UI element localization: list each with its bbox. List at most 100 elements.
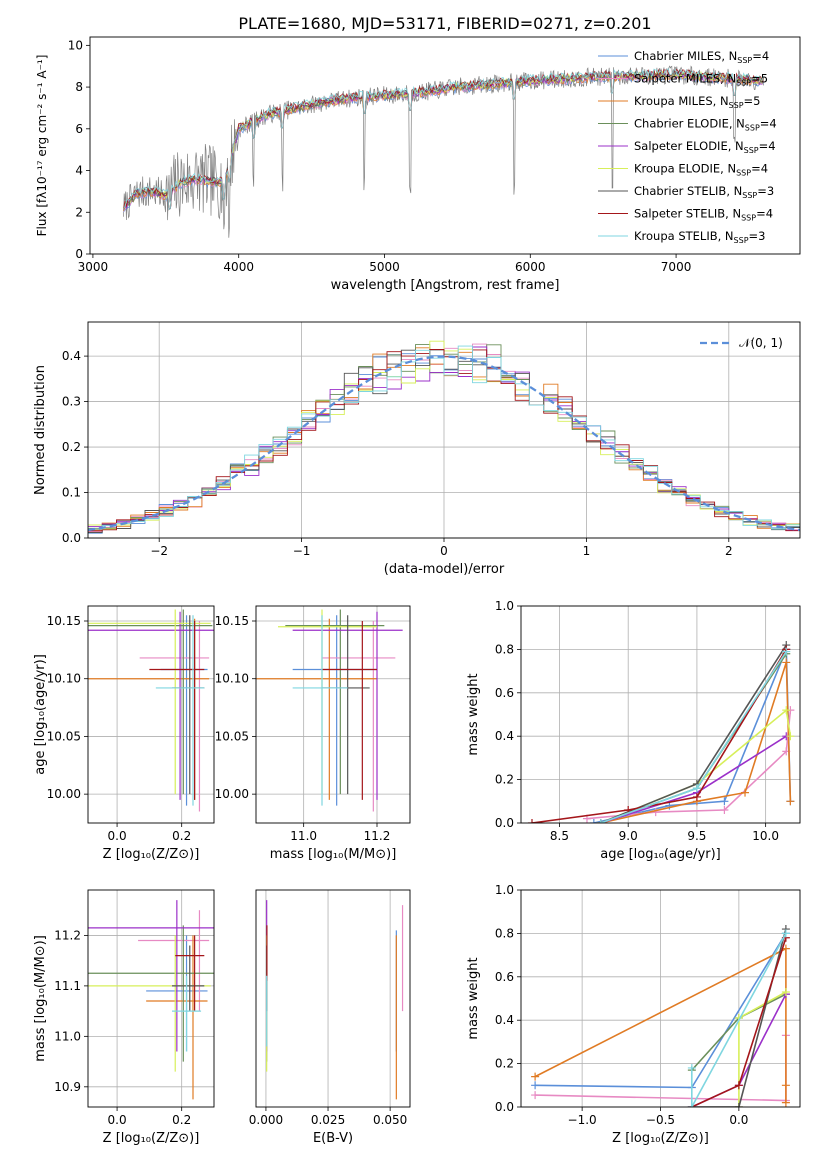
age_vs_mass-xtick-label: 11.2	[364, 829, 391, 843]
weight_vs_age-marker-chabrier_miles	[589, 819, 598, 823]
legend-value: =4	[756, 207, 773, 221]
legend-entry-chabrier_elodie: Chabrier ELODIE, NSSP=4	[634, 117, 777, 133]
spectrum-chart: 3000 4000 5000 6000 7000 0 2 4 6 8 10 wavelength [A…	[35, 36, 801, 293]
weight_vs_Z-marker-kroupa_elodie	[781, 987, 790, 996]
age_vs_mass-axes-frame: 11.0 11.2 10.00 10.05 10.10 10.15 mass [log₁₀(…	[215, 605, 411, 862]
weight_vs_Z-chart: −1.0 −0.5 0.0 0.0 0.2 0.4 0.6 0.8 1.0 Z [log₁₀(Z/…	[466, 883, 801, 1146]
residuals-ylabel: Normed distribution	[33, 365, 48, 495]
legend-entry-salpeter_miles: Salpeter MILES, NSSP=5	[634, 72, 768, 88]
legend-label: Salpeter STELIB, N	[634, 207, 741, 221]
age_vs_mass-ytick-label: 10.10	[215, 672, 249, 686]
age_vs_Z-ytick-label: 10.10	[47, 672, 81, 686]
age_vs_mass-ytick-label: 10.00	[215, 787, 249, 801]
residuals-xtick-label: 2	[725, 544, 733, 558]
weight_vs_age-marker-kroupa_elodie	[786, 732, 795, 741]
weight_vs_age-marker-kroupa_elodie	[782, 706, 791, 715]
weight_vs_Z-marker-chabrier_miles	[531, 1081, 540, 1090]
legend-entry-kroupa_elodie: Kroupa ELODIE, NSSP=4	[634, 162, 768, 178]
residuals-xtick-label: −2	[150, 544, 168, 558]
residuals-plot-area	[88, 340, 800, 534]
weight_vs_Z-marker-chabrier_stelib	[734, 1103, 743, 1107]
age_vs_Z-xlabel: Z [log₁₀(Z/Z⊙)]	[103, 847, 200, 862]
weight_vs_age-ytick-label: 0.4	[495, 729, 514, 743]
age_vs_Z-ytick-label: 10.15	[47, 614, 81, 628]
weight_vs_age-line-salpeter_stelib	[531, 648, 787, 823]
legend-sub: SSP	[736, 79, 751, 88]
weight_vs_Z-marker-kroupa_miles	[781, 1081, 790, 1090]
weight_vs_Z-marker-kroupa_stelib	[781, 929, 790, 938]
mass_vs_Z-ylabel: mass [log₁₀(M/M⊙)]	[33, 935, 48, 1062]
weight_vs_age-marker-kroupa_miles	[782, 658, 791, 667]
mass_vs_ebv-xtick-label: 0.050	[373, 1113, 407, 1127]
legend-sub: SSP	[745, 124, 760, 133]
age_vs_Z-ytick-label: 10.00	[47, 787, 81, 801]
legend-sub: SSP	[744, 146, 759, 155]
residuals-frame	[87, 321, 801, 539]
mass_vs_Z-xlabel: Z [log₁₀(Z/Z⊙)]	[103, 1131, 200, 1146]
residuals-chart: −2 −1 0 1 2 0.0 0.1 0.2 0.3 0.4 (data-model)/error…	[33, 321, 801, 577]
weight_vs_Z-line-kroupa_stelib	[691, 933, 787, 1107]
figure-title: PLATE=1680, MJD=53171, FIBERID=0271, z=0…	[238, 14, 651, 33]
spectrum-xtick-label: 3000	[78, 260, 109, 274]
weight_vs_Z-ytick-label: 0.0	[495, 1100, 514, 1114]
mass_vs_Z-ytick-label: 11.2	[54, 928, 81, 942]
weight_vs_age-marker-salpeter_miles	[720, 805, 729, 814]
spectrum-ytick-label: 2	[75, 205, 83, 219]
legend-sub: SSP	[734, 236, 749, 245]
mass_vs_ebv-frame	[255, 889, 411, 1108]
age_vs_mass-chart: 11.0 11.2 10.00 10.05 10.10 10.15 mass [log₁₀(…	[215, 605, 411, 862]
spectrum-xlabel: wavelength [Angstrom, rest frame]	[331, 278, 560, 293]
weight_vs_age-frame	[520, 605, 801, 824]
mass_vs_ebv-xtick-label: 0.000	[249, 1113, 283, 1127]
weight_vs_age-chart: 8.5 9.0 9.5 10.0 0.0 0.2 0.4 0.6 0.8 1.0 age [log₁…	[466, 599, 801, 862]
weight_vs_age-marker-chabrier_miles	[720, 797, 729, 806]
weight_vs_Z-marker-kroupa_stelib	[687, 1103, 696, 1107]
spectrum-axes-frame: 3000 4000 5000 6000 7000 0 2 4 6 8 10 wavelength [A…	[35, 36, 801, 293]
spectrum-xtick-label: 4000	[223, 260, 254, 274]
weight_vs_age-marker-salpeter_stelib	[527, 819, 536, 823]
spectrum-xtick-label: 7000	[661, 260, 692, 274]
spectrum-frame	[89, 36, 801, 255]
residuals-xtick-label: −1	[293, 544, 311, 558]
weight_vs_age-ytick-label: 0.2	[495, 773, 514, 787]
age_vs_mass-ytick-label: 10.05	[215, 729, 249, 743]
legend-value: =4	[760, 117, 777, 131]
weight_vs_Z-ytick-label: 1.0	[495, 883, 514, 897]
spectrum-model-kroupa_stelib	[123, 68, 764, 211]
weight_vs_age-marker-kroupa_miles	[741, 788, 750, 797]
weight_vs_Z-ytick-label: 0.6	[495, 970, 514, 984]
mass_vs_Z-chart: 0.0 0.2 10.9 11.0 11.1 11.2 Z [log₁₀(Z/Z⊙)] mas…	[33, 889, 215, 1146]
residuals-ytick-label: 0.1	[62, 486, 81, 500]
mass_vs_Z-plot-area	[88, 900, 214, 1100]
mass_vs_Z-ytick-label: 11.0	[54, 1029, 81, 1043]
mass_vs_Z-xtick-label: 0.2	[172, 1113, 191, 1127]
legend-entry-kroupa_stelib: Kroupa STELIB, NSSP=3	[634, 229, 765, 245]
mass_vs_ebv-axes-frame: 0.000 0.025 0.050 E(B-V)	[249, 889, 411, 1146]
legend-label: Chabrier MILES, N	[634, 49, 737, 63]
legend-value: =3	[757, 184, 774, 198]
age_vs_Z-xtick-label: 0.0	[108, 829, 127, 843]
legend-entry-chabrier_stelib: Chabrier STELIB, NSSP=3	[634, 184, 774, 200]
age_vs_Z-frame	[87, 605, 215, 824]
mass_vs_ebv-xtick-label: 0.025	[311, 1113, 345, 1127]
residuals-xlabel: (data-model)/error	[384, 562, 505, 577]
age_vs_mass-xtick-label: 11.0	[290, 829, 317, 843]
legend-label: Kroupa STELIB, N	[634, 229, 734, 243]
legend-label: Salpeter ELODIE, N	[634, 139, 744, 153]
age_vs_Z-chart: 0.0 0.2 10.00 10.05 10.10 10.15 Z [log₁₀(Z/Z⊙)…	[33, 605, 215, 862]
age_vs_Z-plot-area	[88, 609, 214, 812]
spectrum-ytick-label: 8	[75, 80, 83, 94]
age_vs_mass-xlabel: mass [log₁₀(M/M⊙)]	[270, 847, 397, 862]
gaussian-curve	[88, 355, 800, 532]
weight_vs_age-marker-salpeter_stelib	[692, 792, 701, 801]
weight_vs_Z-plot-area	[531, 925, 790, 1107]
residuals-ytick-label: 0.2	[62, 440, 81, 454]
mass_vs_Z-frame	[87, 889, 215, 1108]
legend-value: =4	[759, 139, 776, 153]
residuals-xtick-label: 1	[583, 544, 591, 558]
spectrum-ytick-label: 6	[75, 122, 83, 136]
spectrum-xtick-label: 5000	[369, 260, 400, 274]
weight_vs_age-ytick-label: 0.6	[495, 686, 514, 700]
